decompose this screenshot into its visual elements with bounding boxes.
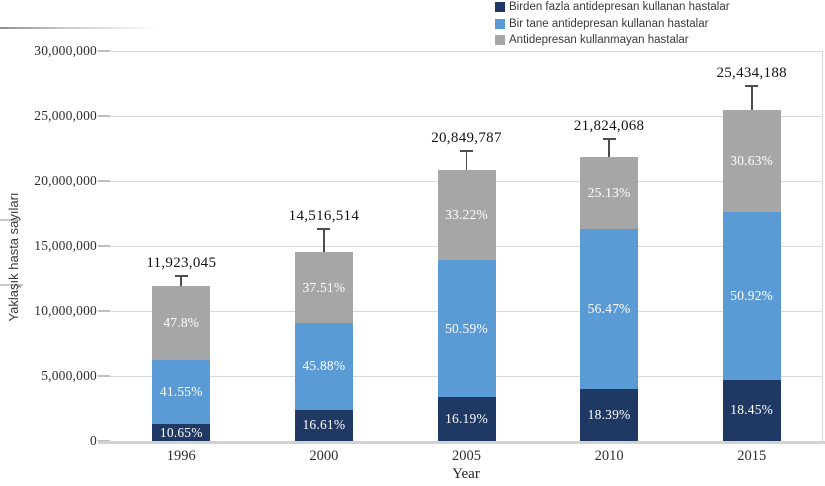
x-axis-tick-label: 2000	[309, 448, 339, 464]
y-axis-tick	[98, 375, 110, 377]
y-axis-tick-label: 20,000,000	[34, 173, 97, 188]
y-axis-tick	[98, 50, 110, 52]
error-bar-cap	[317, 228, 331, 231]
error-bar-stem	[465, 149, 468, 170]
scan-artifact-dash	[0, 284, 23, 286]
segment-percent-label: 41.55%	[159, 384, 203, 400]
segment-percent-label: 18.39%	[587, 406, 631, 422]
bar-segment: 10.65%	[152, 424, 211, 441]
bar-total-label: 20,849,787	[431, 129, 502, 146]
stacked-bar-2000: 37.51% 45.88% 16.61%	[294, 252, 353, 441]
legend-swatch-icon	[495, 35, 505, 45]
legend-item: Antidepresan kullanmayan hastalar	[495, 34, 730, 46]
bar-total-label: 21,824,068	[573, 118, 645, 135]
bar-segment: 16.61%	[294, 409, 353, 441]
bar-segment: 50.92%	[722, 211, 781, 380]
legend-label: Birden fazla antidepresan kullanan hasta…	[509, 1, 730, 13]
scan-artifact-dash	[0, 219, 20, 221]
x-axis-tick-label: 2015	[737, 448, 767, 464]
bar-segment: 41.55%	[152, 360, 211, 425]
stacked-bar-2010: 25.13% 56.47% 18.39%	[580, 157, 639, 441]
gridline	[110, 115, 823, 117]
segment-percent-label: 33.22%	[445, 206, 488, 222]
segment-percent-label: 45.88%	[302, 358, 346, 374]
bar-segment: 56.47%	[580, 228, 639, 389]
stacked-bar-1996: 47.8% 41.55% 10.65%	[152, 286, 211, 441]
bar-segment: 16.19%	[437, 397, 496, 441]
segment-percent-label: 56.47%	[587, 300, 631, 316]
legend-swatch-icon	[495, 2, 505, 12]
error-bar-cap	[174, 274, 188, 277]
bar-segment: 50.59%	[437, 259, 496, 398]
x-axis-tick-label: 2010	[594, 448, 624, 464]
bar-segment: 18.45%	[722, 379, 781, 441]
segment-percent-label: 16.61%	[302, 417, 346, 433]
y-axis-tick	[98, 180, 110, 182]
bar-total-label: 11,923,045	[146, 254, 217, 271]
legend-item: Bir tane antidepresan kullanan hastalar	[495, 18, 730, 30]
x-axis-tick-label: 1996	[166, 448, 196, 464]
y-axis-tick	[98, 310, 110, 312]
bar-total-label: 14,516,514	[288, 208, 360, 225]
error-bar-stem	[323, 228, 325, 253]
segment-percent-label: 50.92%	[730, 287, 774, 303]
y-axis-tick	[98, 115, 110, 117]
legend-label: Bir tane antidepresan kullanan hastalar	[509, 17, 709, 30]
segment-percent-label: 47.8%	[163, 315, 200, 331]
segment-percent-label: 37.51%	[302, 279, 346, 295]
bar-segment: 18.39%	[580, 388, 639, 441]
x-axis-tick-label: 2005	[452, 448, 481, 464]
segment-percent-label: 30.63%	[730, 152, 774, 168]
gridline	[110, 50, 823, 52]
error-bar-cap	[602, 138, 616, 141]
error-bar-cap	[745, 85, 759, 87]
y-axis-tick-label: 25,000,000	[34, 108, 97, 123]
plot-right-border	[822, 51, 823, 441]
bar-segment: 33.22%	[437, 169, 496, 260]
chart-legend: Birden fazla antidepresan kullanan hasta…	[495, 1, 730, 51]
segment-percent-label: 18.45%	[730, 402, 774, 418]
y-axis-tick-label: 10,000,000	[34, 303, 97, 318]
segment-percent-label: 10.65%	[159, 424, 203, 440]
stacked-bar-2005: 33.22% 50.59% 16.19%	[437, 169, 496, 441]
segment-percent-label: 25.13%	[587, 184, 631, 200]
legend-swatch-icon	[495, 18, 505, 29]
bar-segment: 45.88%	[294, 323, 353, 410]
bar-total-label: 25,434,188	[716, 65, 787, 81]
bar-segment: 25.13%	[580, 157, 639, 229]
bar-segment: 37.51%	[294, 252, 353, 324]
error-bar-stem	[608, 138, 610, 158]
x-axis-title: Year	[452, 466, 480, 482]
stacked-bar-2015: 30.63% 50.92% 18.45%	[722, 110, 781, 441]
bar-segment: 47.8%	[152, 286, 211, 361]
y-axis-tick-label: 0	[90, 433, 97, 448]
segment-percent-label: 50.59%	[445, 320, 488, 336]
legend-item: Birden fazla antidepresan kullanan hasta…	[495, 1, 730, 13]
y-axis-tick	[98, 245, 110, 247]
error-bar-stem	[750, 85, 753, 111]
y-axis-tick-label: 30,000,000	[34, 43, 97, 58]
error-bar-stem	[180, 274, 183, 286]
y-axis-title: Yaklaşık hasta sayıları	[6, 192, 21, 322]
bar-segment: 30.63%	[722, 110, 781, 212]
error-bar-cap	[460, 149, 473, 152]
y-axis-tick-label: 15,000,000	[34, 238, 97, 253]
x-axis-line	[98, 441, 825, 444]
segment-percent-label: 16.19%	[445, 411, 488, 427]
scan-artifact-line	[0, 27, 160, 29]
legend-label: Antidepresan kullanmayan hastalar	[509, 34, 689, 46]
y-axis-tick-label: 5,000,000	[41, 368, 97, 383]
